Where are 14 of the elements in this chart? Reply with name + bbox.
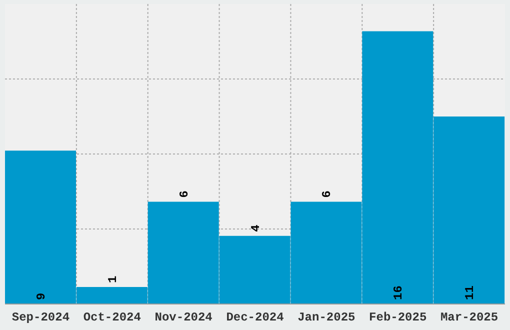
- x-tick-label: Jan-2025: [298, 310, 356, 325]
- data-label: 1: [106, 276, 120, 283]
- data-label: 6: [177, 190, 192, 198]
- x-tick-label: Nov-2024: [154, 310, 212, 325]
- x-tick-label: Mar-2025: [440, 310, 498, 325]
- x-tick-label: Sep-2024: [12, 310, 70, 325]
- x-tick-label: Feb-2025: [369, 310, 427, 325]
- data-label: 11: [463, 286, 478, 300]
- data-label: 4: [248, 224, 263, 232]
- x-tick-label: Dec-2024: [226, 310, 284, 325]
- x-tick-label: Oct-2024: [83, 310, 141, 325]
- data-label: 6: [320, 190, 334, 198]
- data-label: 9: [34, 292, 48, 300]
- data-label: 16: [392, 286, 406, 300]
